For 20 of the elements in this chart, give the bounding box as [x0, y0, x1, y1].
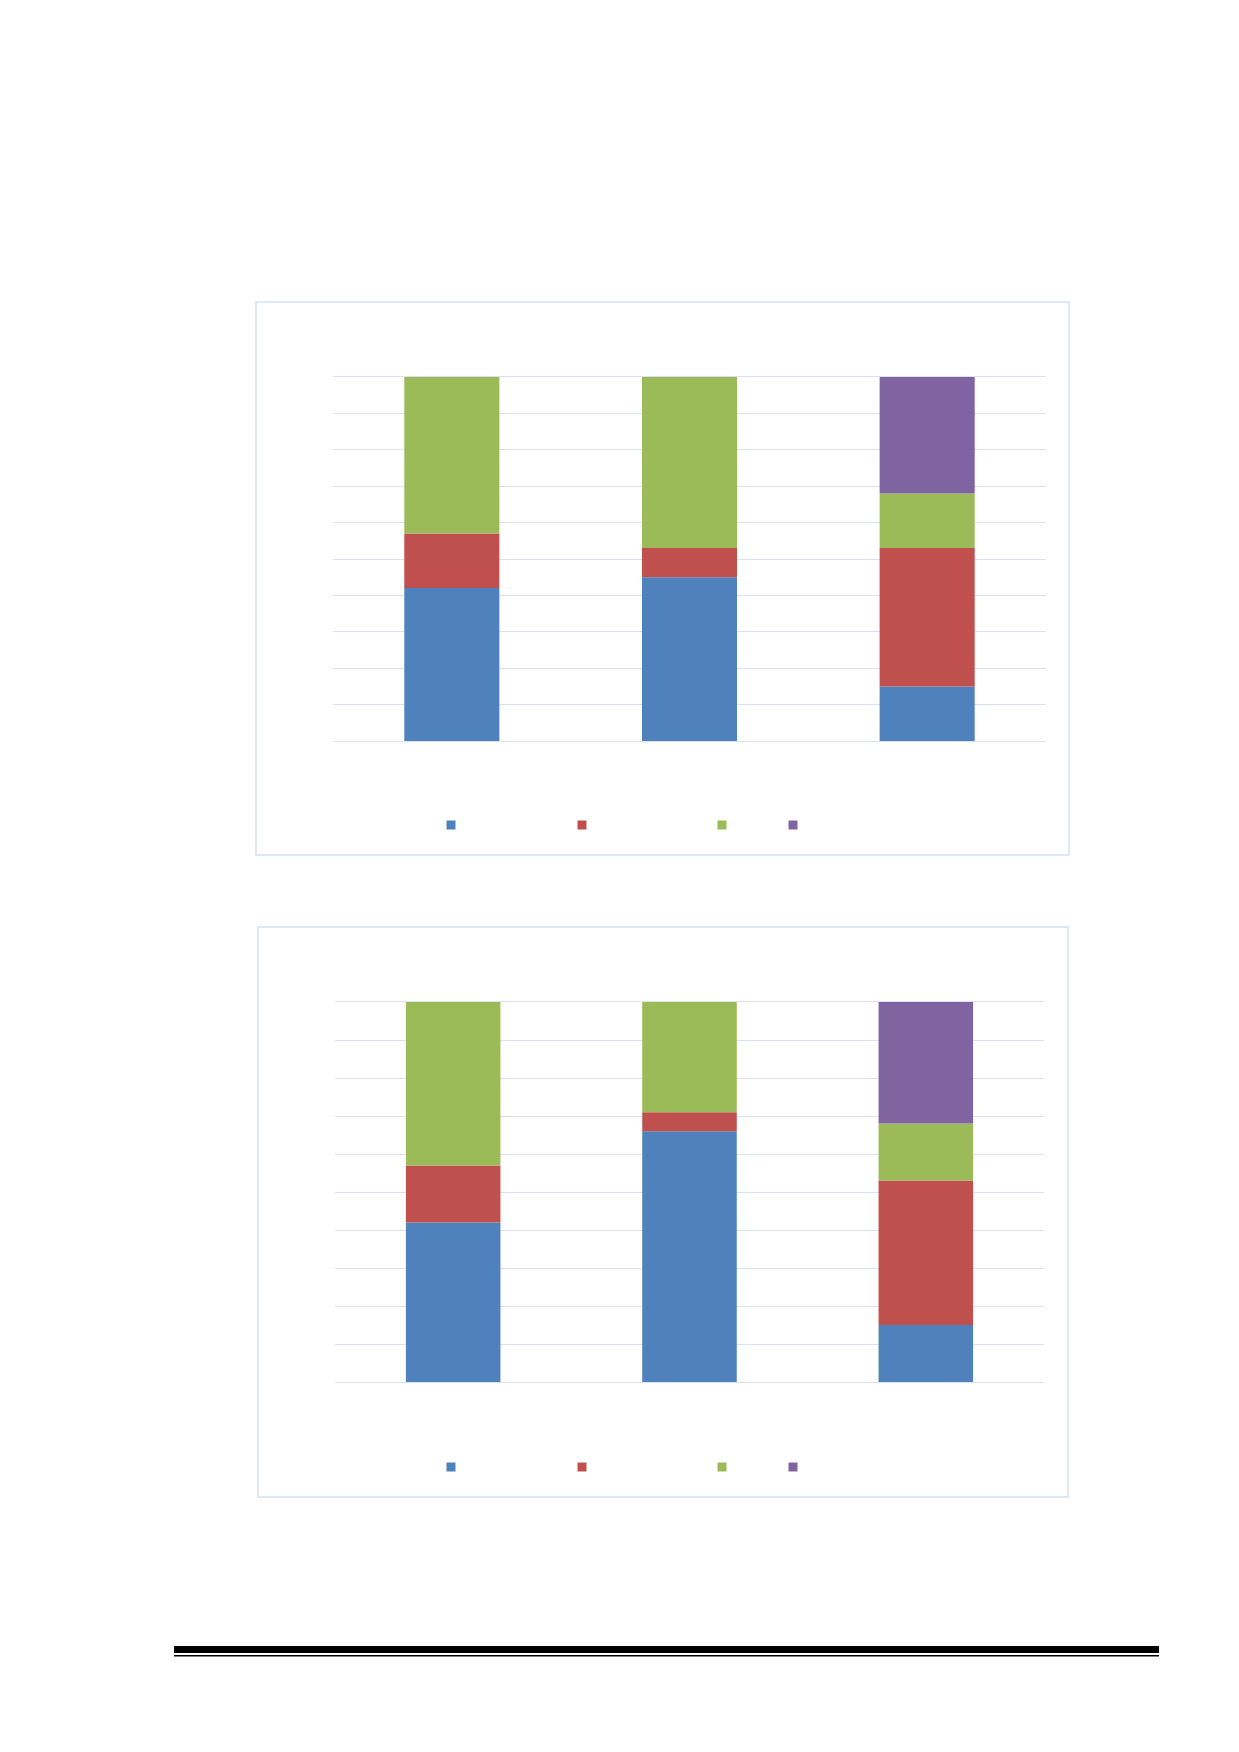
bar [878, 1002, 974, 1124]
bar [879, 493, 975, 549]
bar [879, 548, 975, 687]
bar [642, 1131, 737, 1382]
bar [641, 577, 738, 741]
bar [404, 533, 500, 589]
bar [405, 1002, 501, 1166]
bar [405, 1222, 501, 1382]
bar [878, 1180, 974, 1325]
bar [641, 377, 738, 549]
bar [878, 1123, 974, 1181]
bar [642, 1112, 737, 1132]
bar [404, 377, 500, 534]
bar [642, 1002, 737, 1113]
bar [879, 377, 975, 494]
bar [404, 588, 500, 741]
bar [641, 548, 738, 578]
bar [405, 1165, 501, 1223]
bar [878, 1325, 974, 1382]
bar [879, 686, 975, 741]
